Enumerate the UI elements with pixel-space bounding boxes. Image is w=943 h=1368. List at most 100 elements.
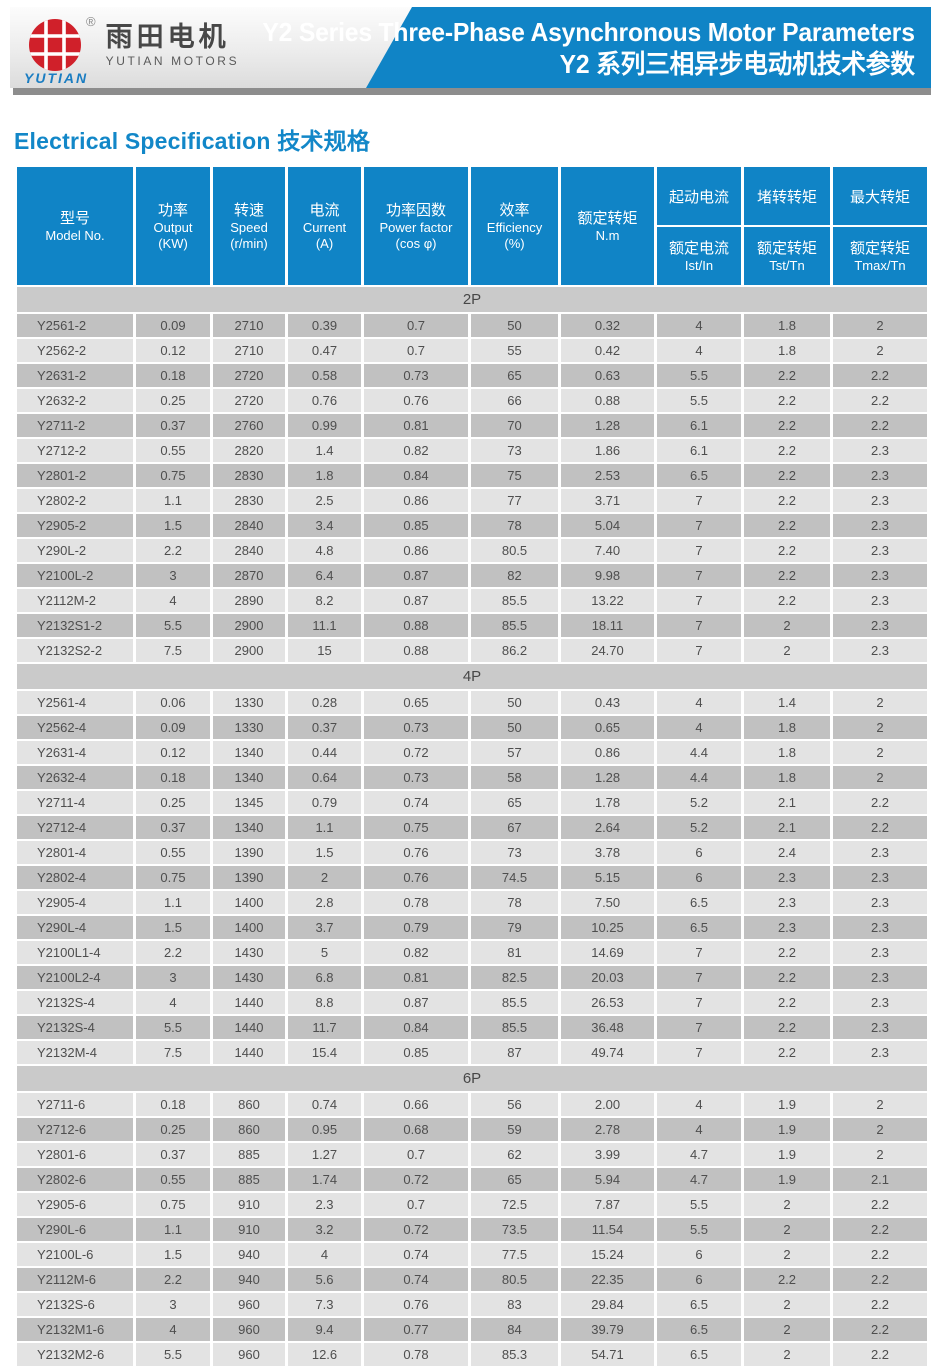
model-cell: Y2132M-4	[17, 1041, 133, 1064]
value-cell: 2.2	[744, 514, 830, 537]
value-cell: 1.8	[744, 314, 830, 337]
value-cell: 0.65	[561, 716, 654, 739]
value-cell: 0.12	[136, 741, 210, 764]
value-cell: 4.8	[288, 539, 361, 562]
value-cell: 20.03	[561, 966, 654, 989]
value-cell: 4	[288, 1243, 361, 1266]
table-row: Y2100L-2 3 2870 6.4 0.87 82 9.98 7 2.2 2.3	[17, 564, 927, 587]
model-cell: Y2100L1-4	[17, 941, 133, 964]
value-cell: 1430	[213, 941, 285, 964]
table-row: Y290L-4 1.5 1400 3.7 0.79 79 10.25 6.5 2.3 2.3	[17, 916, 927, 939]
value-cell: 50	[471, 314, 558, 337]
section-band-row: 4P	[17, 664, 927, 689]
value-cell: 2.2	[744, 364, 830, 387]
table-row: Y2712-4 0.37 1340 1.1 0.75 67 2.64 5.2 2.1 2.2	[17, 816, 927, 839]
value-cell: 2.2	[744, 941, 830, 964]
value-cell: 1.28	[561, 766, 654, 789]
value-cell: 6.5	[657, 1318, 741, 1341]
value-cell: 2.3	[833, 564, 927, 587]
value-cell: 0.77	[364, 1318, 468, 1341]
value-cell: 15	[288, 639, 361, 662]
value-cell: 1.9	[744, 1093, 830, 1116]
model-cell: Y2561-4	[17, 691, 133, 714]
model-cell: Y2132M1-6	[17, 1318, 133, 1341]
value-cell: 6.5	[657, 464, 741, 487]
value-cell: 1.8	[744, 339, 830, 362]
value-cell: 0.81	[364, 414, 468, 437]
page-title-en: Electrical Specification	[14, 128, 271, 154]
value-cell: 0.25	[136, 791, 210, 814]
value-cell: 2	[833, 766, 927, 789]
value-cell: 84	[471, 1318, 558, 1341]
value-cell: 960	[213, 1293, 285, 1316]
value-cell: 2.2	[744, 414, 830, 437]
value-cell: 7	[657, 564, 741, 587]
value-cell: 2820	[213, 439, 285, 462]
value-cell: 1.9	[744, 1143, 830, 1166]
value-cell: 0.65	[364, 691, 468, 714]
value-cell: 5	[288, 941, 361, 964]
value-cell: 0.99	[288, 414, 361, 437]
value-cell: 85.5	[471, 1016, 558, 1039]
value-cell: 0.85	[364, 514, 468, 537]
value-cell: 81	[471, 941, 558, 964]
model-cell: Y2561-2	[17, 314, 133, 337]
value-cell: 0.88	[561, 389, 654, 412]
banner-title-cn: Y2 系列三相异步电动机技术参数	[559, 49, 915, 79]
col-header-current: 电流 Current (A)	[288, 167, 361, 285]
value-cell: 1.4	[288, 439, 361, 462]
section-band-row: 6P	[17, 1066, 927, 1091]
banner-divider	[13, 88, 931, 95]
value-cell: 885	[213, 1143, 285, 1166]
value-cell: 1330	[213, 716, 285, 739]
value-cell: 6.5	[657, 1293, 741, 1316]
table-row: Y2802-6 0.55 885 1.74 0.72 65 5.94 4.7 1.9 2.1	[17, 1168, 927, 1191]
value-cell: 50	[471, 691, 558, 714]
table-row: Y2112M-2 4 2890 8.2 0.87 85.5 13.22 7 2.2 2.3	[17, 589, 927, 612]
value-cell: 73.5	[471, 1218, 558, 1241]
model-cell: Y2712-6	[17, 1118, 133, 1141]
value-cell: 0.64	[288, 766, 361, 789]
table-row: Y290L-6 1.1 910 3.2 0.72 73.5 11.54 5.5 2 2.2	[17, 1218, 927, 1241]
value-cell: 1440	[213, 991, 285, 1014]
value-cell: 1.1	[136, 489, 210, 512]
table-row: Y2905-2 1.5 2840 3.4 0.85 78 5.04 7 2.2 2.3	[17, 514, 927, 537]
value-cell: 2.53	[561, 464, 654, 487]
value-cell: 2.2	[744, 1268, 830, 1291]
value-cell: 1390	[213, 866, 285, 889]
value-cell: 2	[833, 1093, 927, 1116]
value-cell: 85.5	[471, 991, 558, 1014]
value-cell: 2.8	[288, 891, 361, 914]
value-cell: 2	[744, 614, 830, 637]
value-cell: 0.7	[364, 1193, 468, 1216]
value-cell: 0.76	[288, 389, 361, 412]
value-cell: 0.76	[364, 1293, 468, 1316]
col-header-output: 功率 Output (KW)	[136, 167, 210, 285]
value-cell: 2.3	[833, 991, 927, 1014]
model-cell: Y2132S-6	[17, 1293, 133, 1316]
col-header-tmax-tn: 额定转矩 Tmax/Tn	[833, 227, 927, 285]
table-row: Y2711-2 0.37 2760 0.99 0.81 70 1.28 6.1 2.2 2.2	[17, 414, 927, 437]
value-cell: 0.25	[136, 389, 210, 412]
value-cell: 80.5	[471, 1268, 558, 1291]
value-cell: 2	[833, 1143, 927, 1166]
model-cell: Y2100L2-4	[17, 966, 133, 989]
value-cell: 3.99	[561, 1143, 654, 1166]
value-cell: 5.94	[561, 1168, 654, 1191]
registered-mark: ®	[86, 14, 96, 29]
value-cell: 2.3	[744, 916, 830, 939]
value-cell: 0.87	[364, 564, 468, 587]
value-cell: 1.86	[561, 439, 654, 462]
value-cell: 2	[744, 1318, 830, 1341]
value-cell: 7	[657, 539, 741, 562]
value-cell: 0.09	[136, 716, 210, 739]
model-cell: Y2112M-6	[17, 1268, 133, 1291]
value-cell: 0.73	[364, 716, 468, 739]
value-cell: 1340	[213, 741, 285, 764]
value-cell: 82	[471, 564, 558, 587]
value-cell: 0.42	[561, 339, 654, 362]
value-cell: 0.12	[136, 339, 210, 362]
value-cell: 1.8	[744, 766, 830, 789]
value-cell: 39.79	[561, 1318, 654, 1341]
value-cell: 5.5	[657, 364, 741, 387]
